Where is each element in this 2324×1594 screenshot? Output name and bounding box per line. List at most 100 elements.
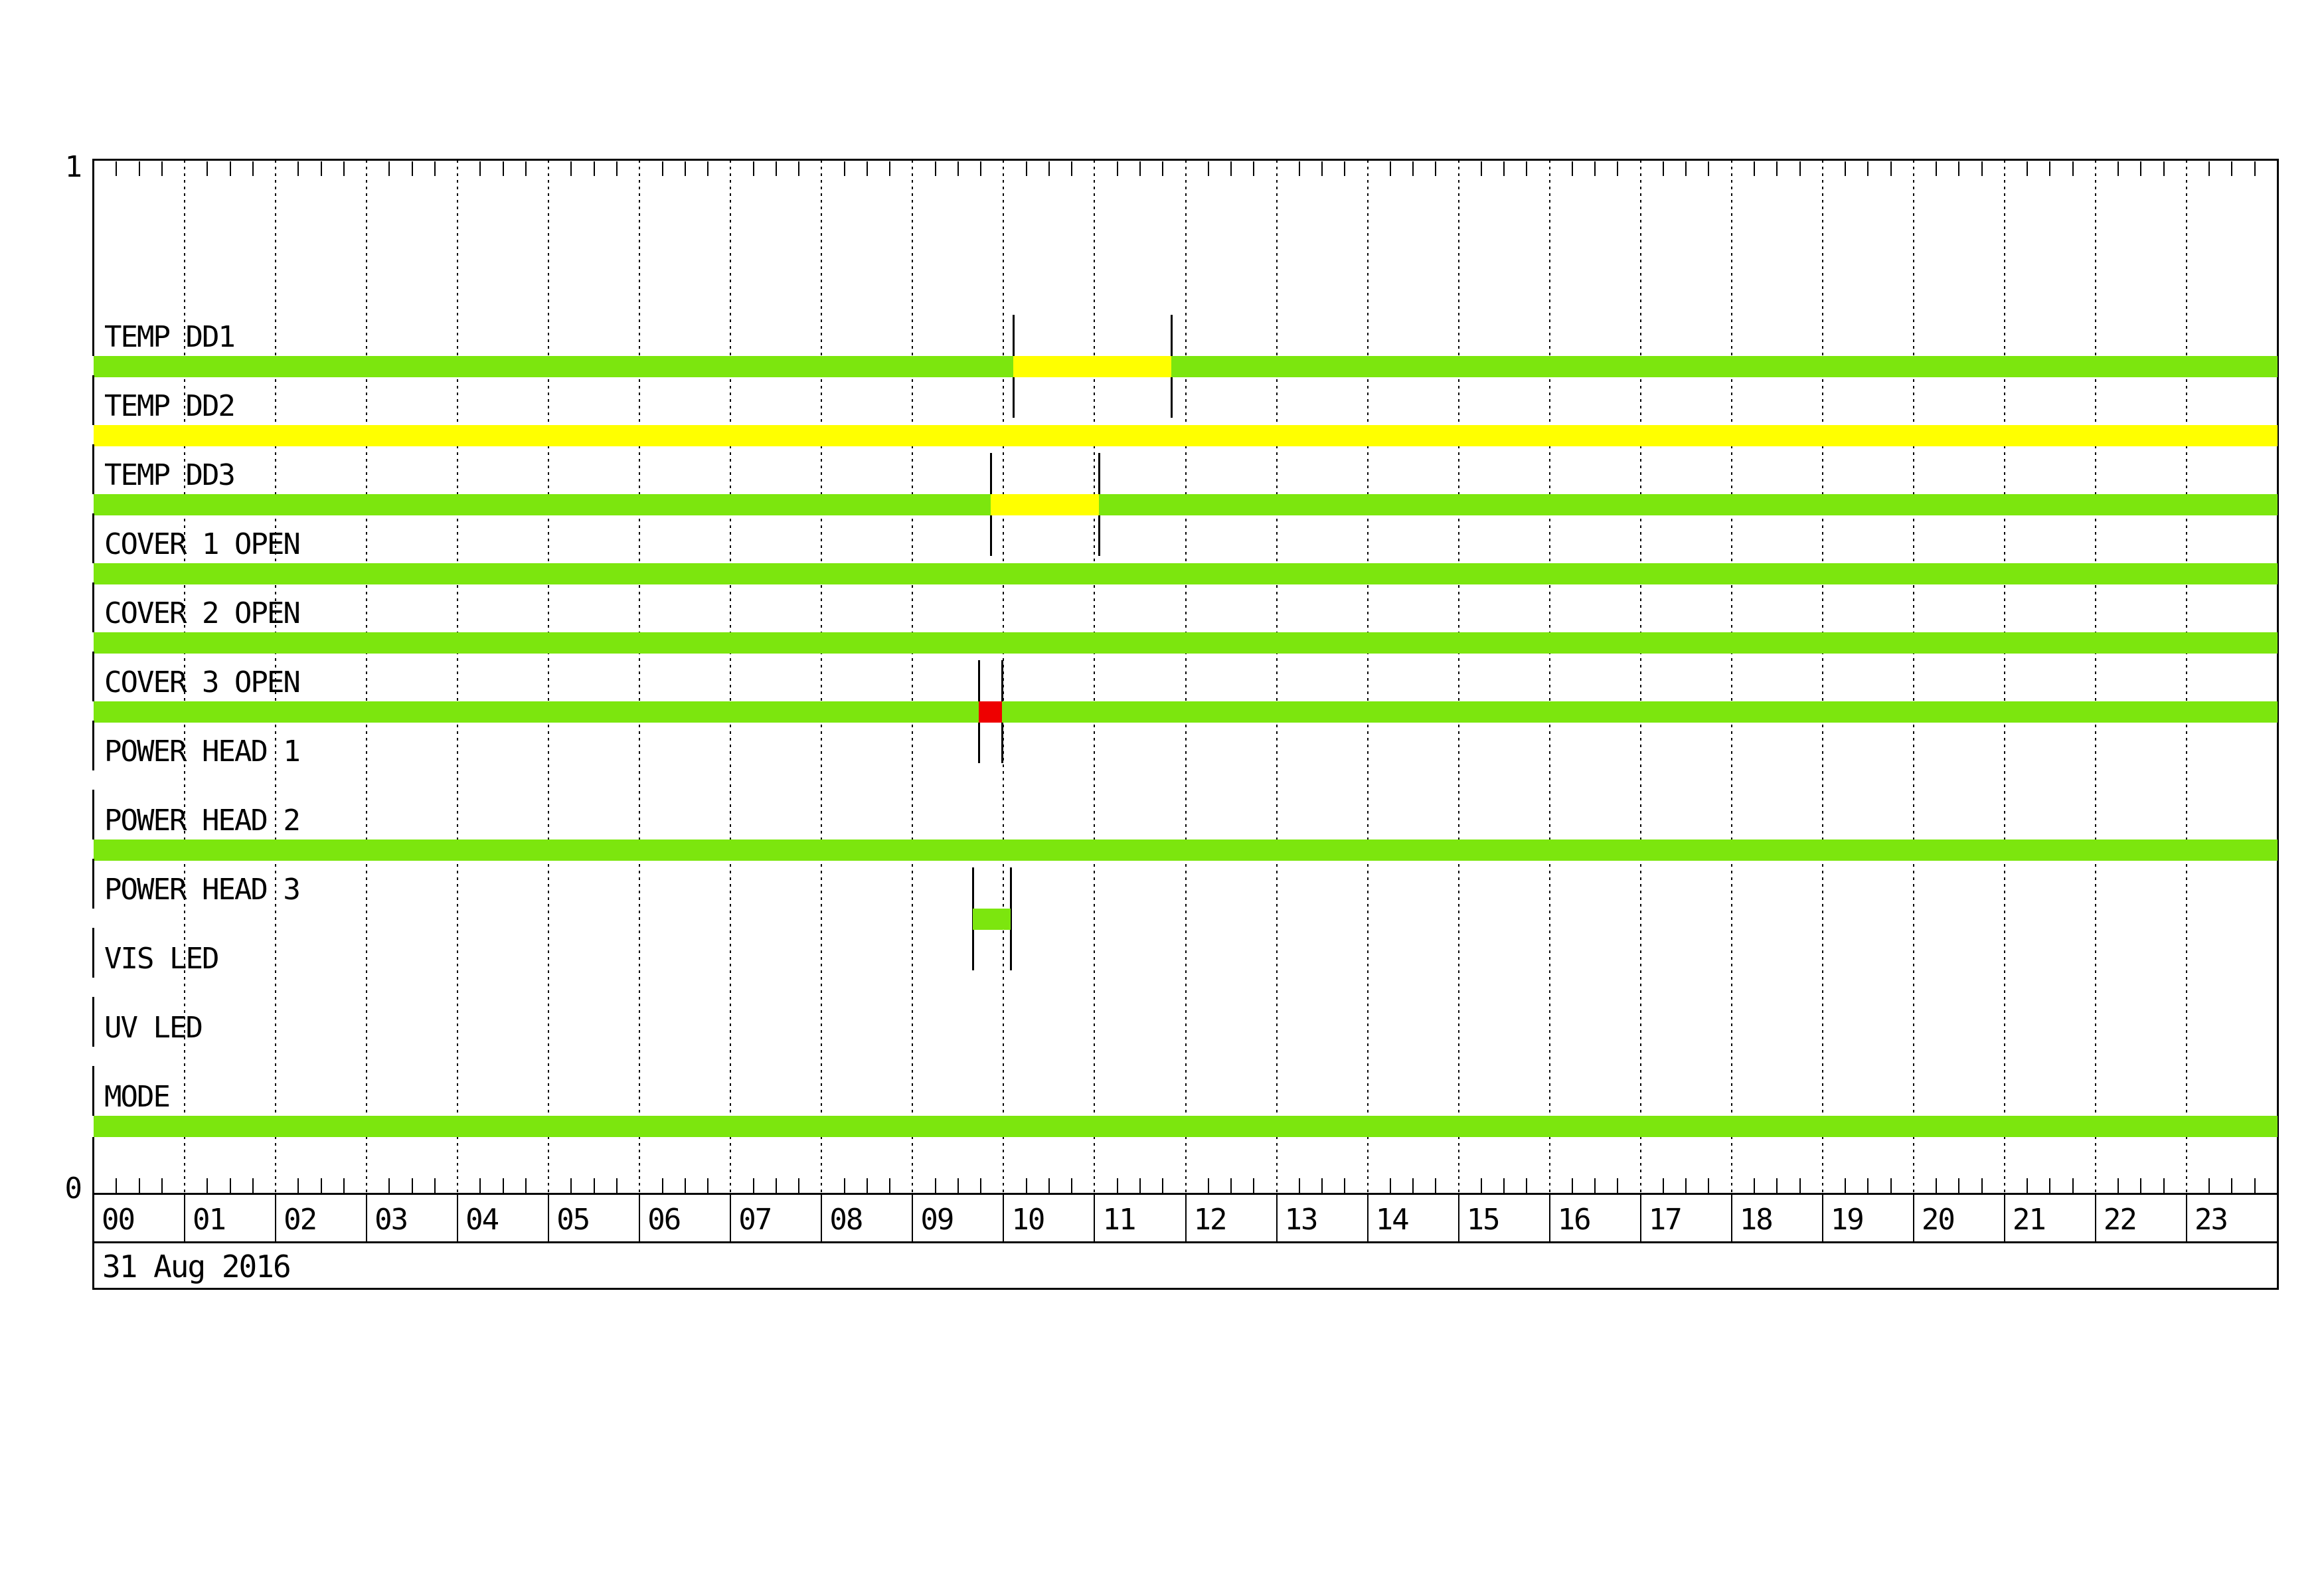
- minor-tick-bottom: [1890, 1178, 1892, 1193]
- hour-separator: [1276, 1194, 1278, 1242]
- minor-tick-top: [1571, 161, 1573, 176]
- minor-tick-bottom: [1071, 1178, 1073, 1193]
- minor-tick-bottom: [957, 1178, 959, 1193]
- minor-tick-top: [297, 161, 299, 176]
- row-label: VIS LED: [104, 942, 219, 976]
- hour-separator: [92, 1194, 94, 1242]
- minor-tick-top: [1321, 161, 1323, 176]
- event-marker: [1010, 867, 1013, 970]
- hour-separator: [1821, 1194, 1823, 1242]
- minor-tick-top: [1867, 161, 1869, 176]
- minor-tick-top: [1162, 161, 1164, 176]
- minor-tick-top: [388, 161, 390, 176]
- minor-tick-top: [1230, 161, 1232, 176]
- row-axis-tick: [92, 859, 94, 909]
- status-bar-segment: [991, 494, 1100, 515]
- status-bar-segment: [94, 425, 2278, 446]
- minor-tick-bottom: [1662, 1178, 1664, 1193]
- minor-tick-bottom: [229, 1178, 231, 1193]
- hour-separator: [1185, 1194, 1187, 1242]
- minor-tick-bottom: [1162, 1178, 1164, 1193]
- status-bar-segment: [1013, 356, 1171, 377]
- minor-tick-top: [1845, 161, 1847, 176]
- minor-tick-top: [889, 161, 891, 176]
- minor-tick-bottom: [1594, 1178, 1596, 1193]
- minor-tick-bottom: [411, 1178, 413, 1193]
- hour-gridline: [1548, 160, 1550, 1194]
- minor-tick-bottom: [866, 1178, 868, 1193]
- hour-gridline: [457, 160, 459, 1194]
- minor-tick-bottom: [1936, 1178, 1938, 1193]
- status-bar-segment: [1171, 356, 2278, 377]
- row-axis-tick: [92, 444, 94, 494]
- hour-separator: [1367, 1194, 1369, 1242]
- hour-gridline: [730, 160, 732, 1194]
- hour-gridline: [1912, 160, 1914, 1194]
- bottom-axis: [92, 1193, 2279, 1195]
- hour-label: 15: [1466, 1203, 1501, 1237]
- minor-tick-top: [1116, 161, 1118, 176]
- hour-separator: [821, 1194, 823, 1242]
- minor-tick-bottom: [1435, 1178, 1437, 1193]
- minor-tick-bottom: [343, 1178, 345, 1193]
- minor-tick-bottom: [616, 1178, 618, 1193]
- minor-tick-bottom: [752, 1178, 754, 1193]
- minor-tick-top: [2231, 161, 2233, 176]
- minor-tick-bottom: [707, 1178, 709, 1193]
- minor-tick-bottom: [479, 1178, 481, 1193]
- minor-tick-bottom: [525, 1178, 527, 1193]
- minor-tick-top: [343, 161, 345, 176]
- row-axis-tick: [92, 375, 94, 425]
- hour-gridline: [2003, 160, 2005, 1194]
- hour-separator: [548, 1194, 550, 1242]
- status-bar-segment: [94, 840, 2278, 861]
- row-label: TEMP DD3: [104, 458, 236, 492]
- hour-label: 09: [920, 1203, 954, 1237]
- minor-tick-top: [1503, 161, 1505, 176]
- minor-tick-bottom: [2231, 1178, 2233, 1193]
- minor-tick-bottom: [593, 1178, 595, 1193]
- hour-separator: [2003, 1194, 2005, 1242]
- hour-separator: [1912, 1194, 1914, 1242]
- hour-label: 10: [1011, 1203, 1045, 1237]
- minor-tick-top: [2254, 161, 2256, 176]
- row-label: POWER HEAD 2: [104, 804, 301, 838]
- row-axis-tick: [92, 652, 94, 701]
- row-axis-tick: [92, 1066, 94, 1116]
- minor-tick-top: [502, 161, 504, 176]
- hour-label: 21: [2012, 1203, 2046, 1237]
- minor-tick-top: [2072, 161, 2074, 176]
- minor-tick-top: [980, 161, 982, 176]
- status-bar-segment: [94, 1116, 2278, 1137]
- hour-gridline: [1639, 160, 1641, 1194]
- minor-tick-top: [775, 161, 777, 176]
- row-label: TEMP DD2: [104, 389, 236, 423]
- minor-tick-top: [1594, 161, 1596, 176]
- minor-tick-bottom: [161, 1178, 163, 1193]
- minor-tick-top: [2208, 161, 2210, 176]
- hour-label: 13: [1284, 1203, 1319, 1237]
- minor-tick-bottom: [2208, 1178, 2210, 1193]
- hour-gridline: [1367, 160, 1369, 1194]
- date-label: 31 Aug 2016: [102, 1249, 291, 1284]
- minor-tick-bottom: [2049, 1178, 2051, 1193]
- minor-tick-bottom: [2117, 1178, 2119, 1193]
- status-bar-segment: [1099, 494, 2278, 515]
- hour-separator: [730, 1194, 732, 1242]
- minor-tick-bottom: [2027, 1178, 2029, 1193]
- minor-tick-bottom: [570, 1178, 572, 1193]
- hour-gridline: [1185, 160, 1187, 1194]
- hour-label: 18: [1739, 1203, 1774, 1237]
- minor-tick-bottom: [843, 1178, 845, 1193]
- minor-tick-bottom: [1230, 1178, 1232, 1193]
- row-axis-tick: [92, 721, 94, 770]
- minor-tick-bottom: [116, 1178, 118, 1193]
- hour-separator: [1003, 1194, 1005, 1242]
- row-label: TEMP DD1: [104, 320, 236, 354]
- minor-tick-top: [866, 161, 868, 176]
- hour-gridline: [2185, 160, 2187, 1194]
- minor-tick-top: [1890, 161, 1892, 176]
- minor-tick-bottom: [434, 1178, 436, 1193]
- status-bar-segment: [972, 909, 1011, 930]
- right-axis: [2277, 159, 2279, 1290]
